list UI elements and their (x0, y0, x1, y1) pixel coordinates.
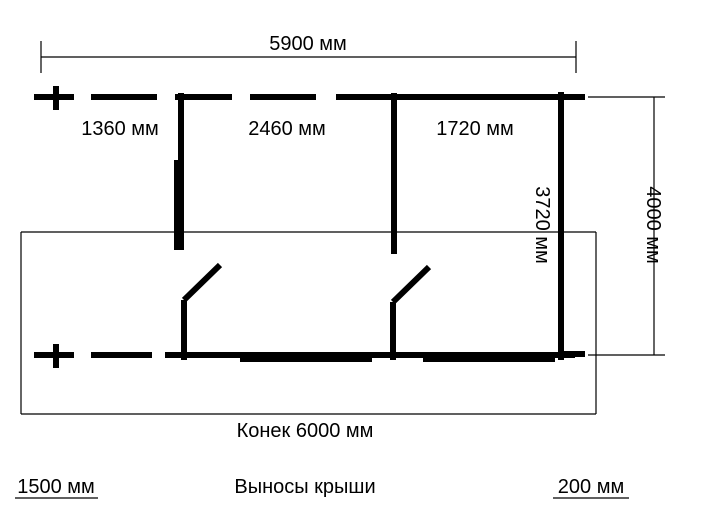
ridge: Конек 6000 мм (237, 420, 374, 442)
overhang-left: 1500 мм (17, 476, 95, 498)
dim-height-inner: 3720 мм (531, 186, 553, 264)
dim-seg-1: 1360 мм (81, 118, 159, 140)
dim-height-outer: 4000 мм (642, 186, 664, 264)
dim-seg-3: 1720 мм (436, 118, 514, 140)
overhang-caption: Выносы крыши (234, 476, 375, 498)
door-swing-1 (184, 265, 220, 300)
dim-top: 5900 мм (269, 33, 347, 55)
floor-plan: 5900 мм 1360 мм 2460 мм 1720 мм 3720 мм 4000 … (0, 0, 702, 530)
dim-seg-2: 2460 мм (248, 118, 326, 140)
overhang-right: 200 мм (558, 476, 624, 498)
door-swing-2 (393, 267, 429, 302)
